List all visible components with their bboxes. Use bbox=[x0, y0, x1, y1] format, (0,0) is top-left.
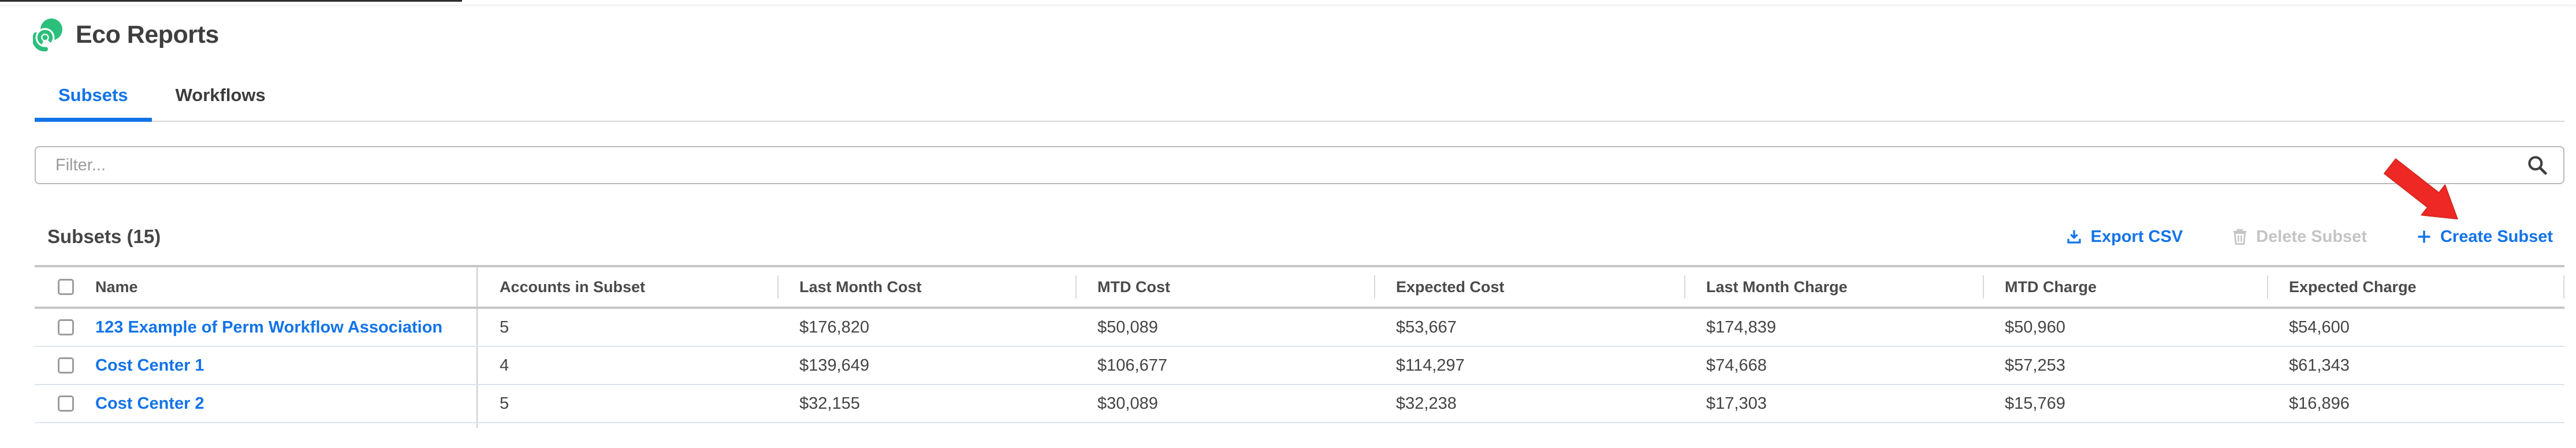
cell-mtd-charge: $15,769 bbox=[2005, 394, 2065, 413]
row-checkbox[interactable] bbox=[58, 357, 74, 374]
export-csv-button[interactable]: Export CSV bbox=[2065, 227, 2183, 247]
cell-expected-cost: $53,667 bbox=[1396, 318, 1457, 337]
toolbar-actions: Export CSV Delete Subset Create Subset bbox=[2065, 227, 2553, 247]
cell-last-month-cost: $139,649 bbox=[799, 356, 869, 375]
cell-mtd-cost: $30,089 bbox=[1097, 394, 1158, 413]
table-row: Cost Center 2 5 $32,155 $30,089 $32,238 … bbox=[35, 385, 2564, 423]
cell-expected-cost: $114,297 bbox=[1396, 356, 1465, 375]
filter-bar bbox=[35, 146, 2564, 184]
subset-name-link[interactable]: Cost Center 2 bbox=[95, 394, 204, 413]
cell-expected-charge: $54,600 bbox=[2289, 318, 2350, 337]
column-header-accounts: Accounts in Subset bbox=[500, 278, 646, 296]
subsets-toolbar: Subsets (15) Export CSV Delete Subset bbox=[47, 225, 2553, 249]
subsets-count-heading: Subsets (15) bbox=[47, 226, 161, 247]
table-row: 123 Example of Perm Workflow Association… bbox=[35, 309, 2564, 347]
cell-last-month-charge: $174,839 bbox=[1706, 318, 1776, 337]
cell-last-month-charge: $17,303 bbox=[1706, 394, 1767, 413]
window-top-edge bbox=[0, 0, 462, 2]
column-header-last-month-cost: Last Month Cost bbox=[777, 267, 1075, 307]
column-header-name: Name bbox=[95, 278, 138, 296]
row-name-cell: Cost Center 1 bbox=[35, 347, 478, 384]
delete-subset-label: Delete Subset bbox=[2256, 227, 2367, 246]
tab-subsets[interactable]: Subsets bbox=[35, 65, 152, 122]
create-subset-button[interactable]: Create Subset bbox=[2416, 227, 2553, 247]
trash-icon bbox=[2233, 229, 2247, 245]
select-all-checkbox[interactable] bbox=[58, 279, 74, 295]
cell-accounts: 5 bbox=[500, 394, 509, 413]
brand-logo-icon bbox=[33, 18, 62, 51]
row-checkbox[interactable] bbox=[58, 319, 74, 335]
header-cell-name: Name bbox=[35, 267, 478, 307]
table-row: Cost Center 1 4 $139,649 $106,677 $114,2… bbox=[35, 347, 2564, 385]
row-checkbox[interactable] bbox=[58, 395, 74, 412]
search-icon[interactable] bbox=[2526, 154, 2548, 176]
cell-last-month-cost: $176,820 bbox=[799, 318, 869, 337]
cell-last-month-cost: $32,155 bbox=[799, 394, 860, 413]
subsets-table: Name Accounts in Subset Last Month Cost … bbox=[35, 265, 2564, 428]
table-partial-row bbox=[35, 423, 478, 428]
column-header-expected-charge: Expected Charge bbox=[2267, 267, 2564, 307]
filter-input[interactable] bbox=[35, 146, 2564, 184]
table-header-row: Name Accounts in Subset Last Month Cost … bbox=[35, 265, 2564, 309]
column-header-last-month-charge: Last Month Charge bbox=[1684, 267, 1983, 307]
cell-expected-charge: $61,343 bbox=[2289, 356, 2350, 375]
cell-accounts: 5 bbox=[500, 318, 509, 337]
cell-mtd-cost: $50,089 bbox=[1097, 318, 1158, 337]
plus-icon bbox=[2418, 230, 2430, 243]
delete-subset-button[interactable]: Delete Subset bbox=[2232, 227, 2367, 247]
cell-mtd-charge: $57,253 bbox=[2005, 356, 2065, 375]
download-icon bbox=[2067, 230, 2081, 244]
subset-name-link[interactable]: 123 Example of Perm Workflow Association bbox=[95, 318, 443, 337]
create-subset-label: Create Subset bbox=[2440, 227, 2553, 246]
page-title: Eco Reports bbox=[76, 20, 219, 48]
cell-last-month-charge: $74,668 bbox=[1706, 356, 1767, 375]
app-header: Eco Reports bbox=[0, 5, 2576, 65]
row-name-cell: 123 Example of Perm Workflow Association bbox=[35, 309, 478, 346]
tab-workflows[interactable]: Workflows bbox=[175, 85, 266, 105]
export-csv-label: Export CSV bbox=[2090, 227, 2183, 246]
cell-accounts: 4 bbox=[500, 356, 509, 375]
row-name-cell: Cost Center 2 bbox=[35, 385, 478, 422]
column-header-mtd-charge: MTD Charge bbox=[1983, 267, 2267, 307]
page-top-divider bbox=[0, 0, 2576, 5]
cell-mtd-cost: $106,677 bbox=[1097, 356, 1167, 375]
cell-expected-cost: $32,238 bbox=[1396, 394, 1457, 413]
tab-bar: Subsets Workflows bbox=[35, 65, 2564, 122]
subset-name-link[interactable]: Cost Center 1 bbox=[95, 356, 204, 375]
cell-mtd-charge: $50,960 bbox=[2005, 318, 2065, 337]
column-header-mtd-cost: MTD Cost bbox=[1075, 267, 1374, 307]
column-header-expected-cost: Expected Cost bbox=[1374, 267, 1684, 307]
cell-expected-charge: $16,896 bbox=[2289, 394, 2350, 413]
